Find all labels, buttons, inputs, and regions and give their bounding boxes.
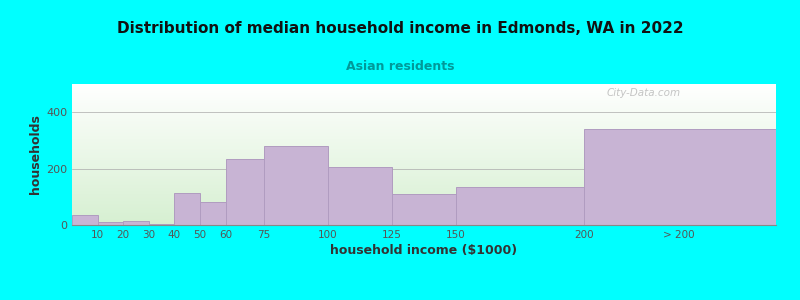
- Text: Distribution of median household income in Edmonds, WA in 2022: Distribution of median household income …: [117, 21, 683, 36]
- Bar: [392, 194, 456, 225]
- Bar: [200, 202, 226, 225]
- Y-axis label: households: households: [29, 115, 42, 194]
- Bar: [123, 221, 149, 225]
- Text: Asian residents: Asian residents: [346, 60, 454, 73]
- Bar: [328, 167, 392, 225]
- Bar: [584, 129, 776, 225]
- Bar: [72, 215, 98, 225]
- Bar: [174, 193, 200, 225]
- Bar: [149, 224, 174, 225]
- Bar: [226, 159, 264, 225]
- Bar: [456, 187, 584, 225]
- Bar: [98, 222, 123, 225]
- Text: City-Data.com: City-Data.com: [607, 88, 681, 98]
- Bar: [264, 146, 328, 225]
- X-axis label: household income ($1000): household income ($1000): [330, 244, 518, 257]
